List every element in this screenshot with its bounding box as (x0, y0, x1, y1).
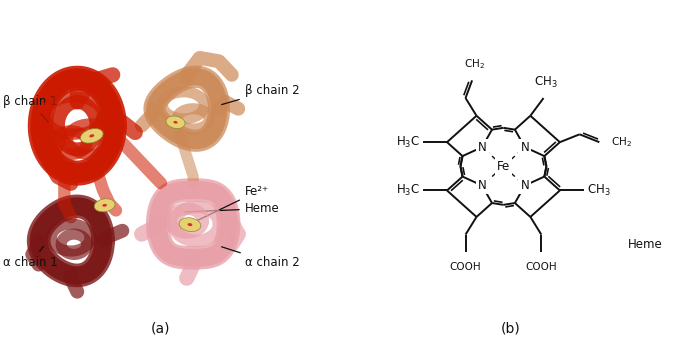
Text: CH$_3$: CH$_3$ (587, 183, 610, 198)
Ellipse shape (166, 116, 185, 128)
Ellipse shape (188, 223, 193, 226)
Text: N: N (521, 140, 529, 154)
Ellipse shape (174, 121, 178, 124)
Text: Fe²⁺: Fe²⁺ (194, 185, 269, 222)
Text: N: N (521, 179, 529, 192)
Text: N: N (521, 179, 529, 192)
Text: Fe: Fe (497, 160, 510, 173)
Text: Fe: Fe (496, 160, 510, 173)
Text: Heme: Heme (185, 202, 279, 215)
Ellipse shape (80, 128, 103, 143)
Text: H$_3$C: H$_3$C (395, 183, 420, 198)
Text: N: N (477, 179, 486, 192)
Text: α chain 2: α chain 2 (222, 247, 300, 269)
Ellipse shape (179, 218, 201, 232)
Text: CH$_3$: CH$_3$ (533, 74, 557, 90)
Text: N: N (477, 140, 486, 154)
Ellipse shape (90, 134, 95, 137)
Text: N: N (477, 140, 486, 154)
Text: H$_3$C: H$_3$C (395, 134, 420, 150)
Text: Fe: Fe (497, 160, 510, 173)
Text: Heme: Heme (627, 238, 662, 251)
Ellipse shape (102, 204, 107, 207)
Text: α chain 1: α chain 1 (4, 246, 58, 269)
Text: CH$_2$: CH$_2$ (463, 57, 484, 71)
Text: β chain 2: β chain 2 (222, 84, 300, 104)
Text: N: N (521, 140, 529, 154)
Text: (a): (a) (151, 322, 171, 336)
Text: COOH: COOH (526, 262, 557, 272)
Text: CH$_2$: CH$_2$ (610, 135, 631, 149)
Text: β chain 1: β chain 1 (4, 95, 58, 122)
Text: (b): (b) (501, 322, 521, 336)
Text: N: N (477, 179, 486, 192)
Ellipse shape (94, 199, 115, 212)
Text: COOH: COOH (449, 262, 482, 272)
